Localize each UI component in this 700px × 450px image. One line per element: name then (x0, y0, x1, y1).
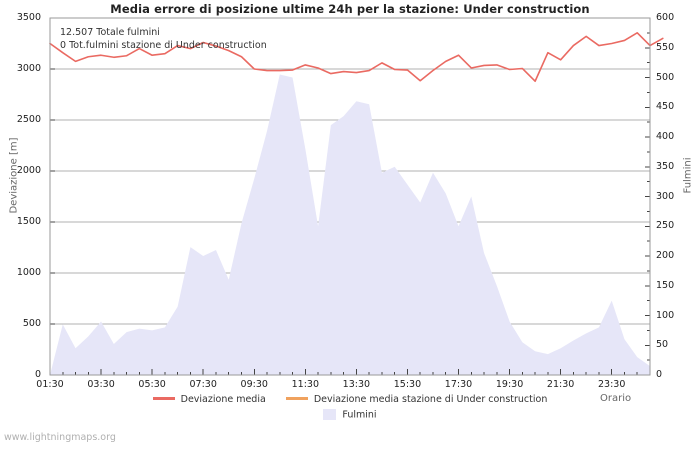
legend-item-label: Deviazione media (180, 394, 266, 405)
right-axis-tick-label: 600 (656, 12, 675, 23)
right-axis-tick-label: 50 (656, 339, 669, 351)
legend-item-label: Deviazione media stazione di Under const… (313, 394, 548, 405)
left-axis-tick-label: 500 (22, 318, 41, 329)
legend-item[interactable]: Fulmini (323, 409, 377, 421)
deviation-line-series (49, 31, 664, 83)
bottom-axis-tick-label: 13:30 (342, 379, 371, 390)
chart-title: Media errore di posizione ultime 24h per… (110, 2, 590, 16)
annotation-station-lightning: 0 Tot.fulmini stazione di Under construc… (60, 40, 267, 51)
bottom-axis-tick-label: 17:30 (444, 379, 473, 390)
right-axis-tick-label: 100 (656, 309, 675, 321)
plot-frame (49, 17, 651, 376)
legend-item[interactable]: Deviazione media stazione di Under const… (285, 394, 548, 405)
right-axis-tick-label: 150 (656, 279, 675, 291)
right-axis-tick-label: 0 (656, 369, 663, 380)
right-axis-tick-label: 550 (656, 41, 675, 53)
left-axis-tick-label: 2000 (16, 165, 41, 176)
bottom-axis-tick-label: 09:30 (240, 379, 268, 390)
bottom-axis-tick-label: 01:30 (36, 379, 64, 390)
footer-watermark: www.lightningmaps.org (4, 432, 116, 443)
bottom-axis-title: Orario (600, 393, 632, 404)
left-axis-tick-label: 3500 (16, 12, 41, 23)
legend-line-swatch (285, 397, 308, 400)
right-axis-tick-label: 350 (656, 160, 675, 172)
lightning-area-series (50, 74, 650, 376)
right-axis-tick-label: 300 (656, 190, 675, 202)
annotation-total-lightning: 12.507 Totale fulmini (60, 27, 160, 38)
bottom-axis-tick-label: 11:30 (291, 379, 319, 390)
bottom-axis-tick-label: 15:30 (393, 379, 422, 390)
bottom-axis-tick-label: 07:30 (189, 379, 217, 390)
right-axis-tick-label: 500 (656, 71, 675, 83)
bottom-axis-tick-label: 19:30 (495, 379, 524, 390)
bottom-axis-tick-label: 05:30 (138, 379, 166, 390)
right-axis-tick-label: 450 (656, 101, 675, 113)
chart-legend: Deviazione media Deviazione media stazion… (0, 392, 700, 426)
legend-item[interactable]: Deviazione media (152, 394, 266, 405)
legend-line-swatch (152, 397, 175, 400)
legend-item-label: Fulmini (342, 409, 377, 421)
left-axis-tick-label: 2500 (16, 114, 41, 125)
left-axis-tick-label: 0 (34, 369, 41, 380)
left-axis-title: Deviazione [m] (8, 137, 20, 214)
left-axis-tick-label: 1000 (16, 267, 41, 278)
right-axis-tick-label: 200 (656, 250, 675, 261)
bottom-axis-tick-label: 03:30 (87, 379, 115, 390)
right-axis-tick-label: 250 (656, 220, 675, 232)
legend-area-swatch (323, 409, 337, 420)
left-axis-tick-label: 1500 (16, 216, 41, 227)
right-axis-tick-label: 400 (656, 131, 675, 142)
bottom-axis-tick-label: 21:30 (546, 379, 575, 390)
bottom-axis-tick-label: 23:30 (597, 379, 626, 390)
right-axis-title: Fulmini (682, 157, 694, 194)
left-axis-tick-label: 3000 (16, 63, 41, 74)
